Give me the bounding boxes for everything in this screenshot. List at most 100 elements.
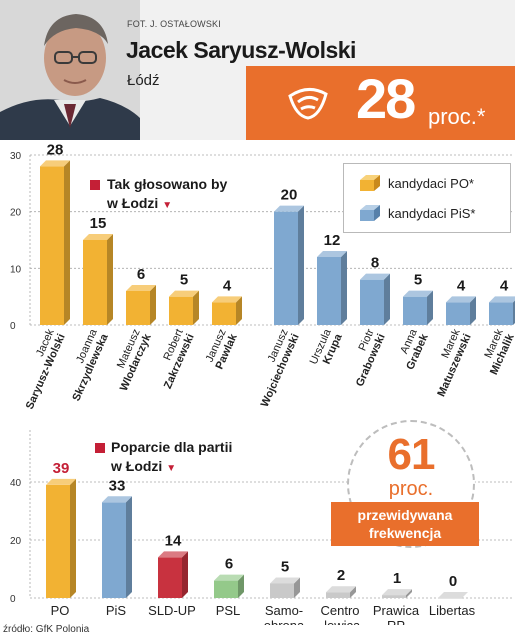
- bar-front: [382, 595, 406, 598]
- y-tick-label: 20: [10, 536, 22, 547]
- bar-top: [46, 478, 76, 485]
- bar-front: [83, 240, 107, 325]
- bar-side: [406, 589, 412, 598]
- x-tick-line: PiS: [106, 603, 127, 618]
- bar: [214, 574, 244, 598]
- bar-top: [317, 251, 347, 257]
- data-label: 39: [53, 460, 70, 477]
- bar-front: [214, 580, 238, 598]
- data-label: 6: [225, 556, 233, 573]
- data-label: 5: [281, 559, 289, 576]
- parties-title-line-1: Poparcie dla partii: [111, 439, 233, 455]
- bar-side: [427, 290, 433, 325]
- x-tick-label: PiotrGrabowski: [343, 327, 388, 388]
- pis-legend-label: kandydaci PiS*: [388, 206, 476, 221]
- po-logo-icon: [288, 88, 328, 120]
- bar-top: [158, 551, 188, 558]
- bar: [169, 290, 199, 325]
- bar-side: [107, 234, 113, 325]
- bar-top: [214, 574, 244, 581]
- data-label: 28: [47, 141, 64, 158]
- photo-credit: FOT. J. OSTAŁOWSKI: [127, 19, 221, 29]
- down-arrow-icon: ▼: [162, 200, 173, 211]
- bar-top: [40, 160, 70, 167]
- result-unit: proc.*: [428, 104, 486, 129]
- bar: [83, 234, 113, 325]
- bar-front: [489, 302, 513, 325]
- bar: [438, 592, 468, 599]
- x-tick-line: PO: [51, 603, 70, 618]
- bar-top: [446, 296, 476, 303]
- header-band: FOT. J. OSTAŁOWSKI Jacek Saryusz-Wolski …: [0, 0, 515, 140]
- candidate-name: Jacek Saryusz-Wolski: [126, 37, 356, 63]
- x-tick-label: AnnaGrabek: [393, 327, 431, 372]
- bar-side: [70, 478, 76, 598]
- x-tick-line: PSL: [216, 603, 241, 618]
- po-legend-label: kandydaci PO*: [388, 176, 474, 191]
- bar: [317, 251, 347, 325]
- pis-legend-swatch-icon: [360, 205, 380, 221]
- bar-top: [274, 205, 304, 212]
- bar: [46, 478, 76, 598]
- data-label: 5: [180, 272, 188, 289]
- source-note: źródło: GfK Polonia: [3, 624, 90, 635]
- bar: [403, 290, 433, 325]
- x-tick-label: Centro-lewica: [320, 603, 361, 625]
- y-tick-label: 40: [10, 478, 22, 489]
- bar: [326, 586, 356, 598]
- x-tick-line: Prawica: [373, 603, 420, 618]
- bar: [446, 296, 476, 325]
- bar-front: [360, 279, 384, 325]
- bar-front: [274, 211, 298, 325]
- x-tick-label: JacekSaryusz-Wolski: [13, 327, 68, 411]
- data-label: 2: [337, 567, 345, 584]
- bar-front: [158, 557, 182, 598]
- bar: [40, 160, 70, 325]
- x-tick-label: JanuszWojciechowski: [248, 327, 302, 409]
- bar-side: [236, 296, 242, 325]
- result-value: 28: [356, 67, 416, 130]
- parties-title-marker: [95, 443, 105, 453]
- bar-top: [326, 586, 356, 593]
- bar-front: [169, 296, 193, 325]
- x-tick-label: MarekMichalik: [477, 327, 515, 377]
- x-tick-label: SLD-UP: [148, 603, 196, 618]
- bar-side: [298, 205, 304, 325]
- bar-side: [150, 285, 156, 325]
- bar-top: [438, 592, 468, 598]
- bar-front: [270, 583, 294, 598]
- bar-front: [403, 296, 427, 325]
- x-tick-label: UrszulaKrupa: [308, 327, 345, 372]
- x-tick-label: Samo-obrona: [264, 603, 305, 625]
- bar-front: [212, 302, 236, 325]
- bar: [158, 551, 188, 598]
- result-box: [246, 66, 515, 140]
- x-tick-label: MarekMatuszewski: [424, 327, 473, 399]
- data-label: 6: [137, 266, 145, 283]
- turnout-label-line-2: frekwencja: [368, 525, 442, 541]
- y-tick-label: 0: [10, 594, 16, 605]
- bar-top: [169, 290, 199, 297]
- bar: [489, 296, 515, 325]
- data-label: 33: [109, 477, 126, 494]
- turnout-label-line-1: przewidywana: [357, 507, 453, 523]
- bar-front: [46, 484, 70, 598]
- bar-side: [64, 160, 70, 325]
- x-tick-label: PO: [51, 603, 70, 618]
- x-tick-line: RP: [387, 618, 405, 625]
- bar-top: [83, 234, 113, 240]
- candidates-title-line-1: Tak głosowano by: [107, 176, 228, 192]
- y-tick-label: 20: [10, 208, 22, 219]
- bar-front: [102, 502, 126, 598]
- y-tick-label: 0: [10, 321, 16, 332]
- bar-top: [360, 273, 390, 280]
- bar-top: [212, 296, 242, 303]
- x-tick-label: RobertZakrzewski: [151, 327, 197, 390]
- bar: [274, 205, 304, 325]
- bar-top: [270, 577, 300, 584]
- bar-front: [126, 291, 150, 325]
- bar: [382, 589, 412, 598]
- bar-top: [382, 589, 412, 596]
- down-arrow-icon: ▼: [166, 463, 177, 474]
